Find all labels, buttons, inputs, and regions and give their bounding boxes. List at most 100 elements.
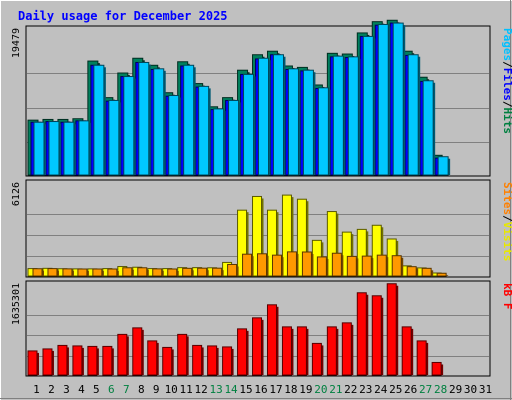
x-tick-label: 28 <box>434 383 447 396</box>
bar <box>137 267 148 277</box>
bar <box>42 348 53 376</box>
bar <box>107 268 118 277</box>
bar <box>391 255 402 277</box>
x-tick-label: 18 <box>284 383 297 396</box>
bar <box>212 267 223 277</box>
bar <box>117 333 128 376</box>
bar <box>153 68 165 176</box>
x-tick-label: 7 <box>123 383 130 396</box>
x-tick-label: 12 <box>195 383 208 396</box>
bar <box>108 99 120 176</box>
bar <box>272 54 284 176</box>
chart-title: Daily usage for December 2025 <box>18 9 228 23</box>
bar <box>347 56 359 176</box>
bar <box>437 156 449 176</box>
bar <box>228 99 240 176</box>
bar <box>222 346 233 376</box>
x-tick-label: 13 <box>209 383 222 396</box>
bar <box>386 283 397 376</box>
bar <box>27 350 38 376</box>
x-tick-label: 6 <box>108 383 115 396</box>
bar <box>227 263 238 277</box>
bar <box>341 322 352 376</box>
legend-entry: Visits <box>501 222 512 262</box>
panel-visits-sites: 6126 Sites/Visits <box>11 179 512 278</box>
bar <box>183 64 195 176</box>
bar <box>182 267 193 277</box>
bar <box>33 121 45 176</box>
x-tick-label: 20 <box>314 383 327 396</box>
x-tick-label: 27 <box>419 383 432 396</box>
bar <box>406 266 417 277</box>
bar <box>421 267 432 277</box>
bar <box>346 255 357 277</box>
bar <box>77 268 88 277</box>
legend-entry: Pages <box>501 28 512 61</box>
bar <box>252 317 263 376</box>
bar <box>361 255 372 277</box>
bar <box>168 95 180 176</box>
bar <box>356 292 367 376</box>
x-tick-label: 19 <box>299 383 312 396</box>
x-tick-label: 3 <box>63 383 70 396</box>
bar <box>102 345 113 376</box>
bar <box>332 55 344 176</box>
bar <box>197 267 208 277</box>
bar <box>422 80 434 176</box>
legend-entry: / <box>501 215 512 222</box>
panel-max-label: 6126 <box>11 182 22 206</box>
x-tick-label: 25 <box>389 383 402 396</box>
bar <box>301 251 312 277</box>
bar <box>198 85 210 176</box>
bar <box>87 345 98 376</box>
bar <box>377 23 389 176</box>
bar <box>167 268 178 277</box>
bar <box>376 254 387 277</box>
chart-panels: 19479Pages/Files/Hits6126Sites/Visits163… <box>11 19 512 377</box>
bar <box>281 326 292 376</box>
bar <box>92 268 103 277</box>
legend-entry: kB F <box>501 283 512 310</box>
bar <box>317 87 329 176</box>
bar <box>132 327 143 376</box>
x-tick-label: 4 <box>78 383 85 396</box>
panel-max-label: 1635301 <box>11 283 22 325</box>
x-tick-label: 1 <box>33 383 40 396</box>
panel-legend: Sites/Visits <box>501 182 512 262</box>
series-kb-f <box>27 283 444 376</box>
bar <box>32 268 43 277</box>
panel-kbytes: 1635301 kB F <box>11 280 512 377</box>
bar <box>302 69 314 176</box>
x-tick-label: 30 <box>464 383 477 396</box>
bar <box>392 22 404 176</box>
bar <box>271 254 282 277</box>
legend-entry: Sites <box>501 182 512 215</box>
legend-entry: Files <box>501 68 512 101</box>
x-tick-label: 29 <box>449 383 462 396</box>
x-tick-label: 22 <box>344 383 357 396</box>
bar <box>122 267 133 277</box>
x-tick-label: 11 <box>180 383 193 396</box>
panel-max-label: 19479 <box>11 28 22 58</box>
bar <box>242 253 253 277</box>
bar <box>147 340 158 376</box>
x-tick-label: 9 <box>153 383 160 396</box>
x-tick-label: 5 <box>93 383 100 396</box>
bar <box>371 295 382 376</box>
bar <box>326 326 337 376</box>
bar <box>296 326 307 376</box>
bar <box>436 272 447 277</box>
series-pages <box>33 22 451 176</box>
bar <box>416 340 427 376</box>
bar <box>62 268 73 277</box>
bar <box>401 326 412 376</box>
x-tick-label: 8 <box>138 383 145 396</box>
x-tick-label: 26 <box>404 383 417 396</box>
bar <box>258 57 270 176</box>
bar <box>48 121 60 176</box>
bar <box>177 333 188 376</box>
bar <box>152 268 163 277</box>
x-tick-label: 31 <box>479 383 492 396</box>
